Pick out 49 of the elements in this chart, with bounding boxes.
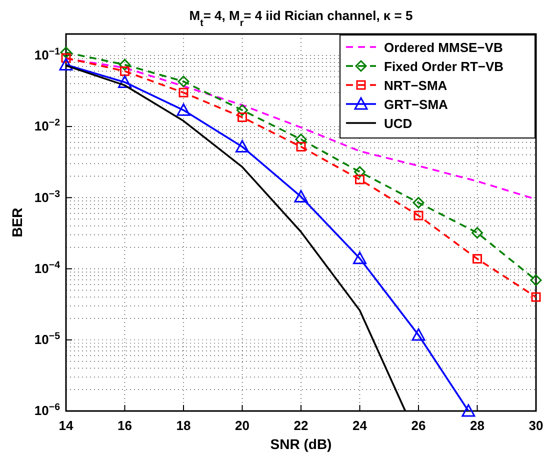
point (530, 274, 542, 286)
x-tick-label: 22 (294, 418, 308, 434)
chart-title: M$_{t}$= 4, M$_{r}$= 4 iid Rician channel, κ = 5 (189, 8, 413, 28)
point (412, 196, 424, 208)
point (176, 103, 190, 116)
y-tick-label: 10$^{−2}$ (34, 117, 61, 134)
y-tick-label: 10$^{−4}$ (34, 259, 61, 276)
y-tick-label: 10$^{−3}$ (34, 188, 61, 205)
x-tick-label: 28 (470, 418, 484, 434)
legend-label: UCD (384, 116, 412, 131)
x-tick-label: 16 (118, 418, 132, 434)
point (118, 75, 132, 88)
point (60, 46, 72, 58)
point (236, 140, 249, 152)
y-tick-label: 10$^{−6}$ (34, 402, 61, 418)
x-axis-title: SNR (dB) (270, 436, 332, 452)
point (61, 53, 71, 63)
point (414, 210, 424, 220)
legend-label: Ordered MMSE−VB (384, 40, 503, 55)
x-tick-label: 20 (235, 418, 250, 434)
point (355, 174, 364, 184)
point (295, 134, 307, 146)
x-tick-label: 24 (352, 418, 368, 434)
x-tick-label: 26 (411, 418, 426, 434)
point (294, 190, 308, 202)
point (354, 166, 366, 178)
point (296, 142, 306, 152)
point (120, 66, 130, 76)
point (462, 404, 476, 417)
legend-label: Fixed Order RT−VB (384, 59, 504, 74)
point (238, 112, 247, 122)
x-tick-label: 18 (176, 418, 191, 434)
point (531, 292, 541, 302)
x-tick-label: 30 (528, 418, 544, 434)
point (178, 88, 188, 98)
point (412, 328, 426, 341)
legend-label: NRT−SMA (384, 78, 448, 93)
point (353, 252, 366, 264)
point (119, 58, 130, 70)
point (236, 104, 248, 116)
y-tick-label: 10$^{−1}$ (34, 46, 61, 63)
x-tick-label: 14 (58, 418, 74, 434)
point (178, 76, 190, 88)
point (59, 58, 73, 70)
point (472, 254, 482, 264)
legend-label: GRT−SMA (384, 97, 449, 112)
point (472, 227, 483, 239)
y-tick-label: 10$^{−5}$ (34, 330, 61, 348)
y-axis-title: BER (9, 208, 25, 238)
